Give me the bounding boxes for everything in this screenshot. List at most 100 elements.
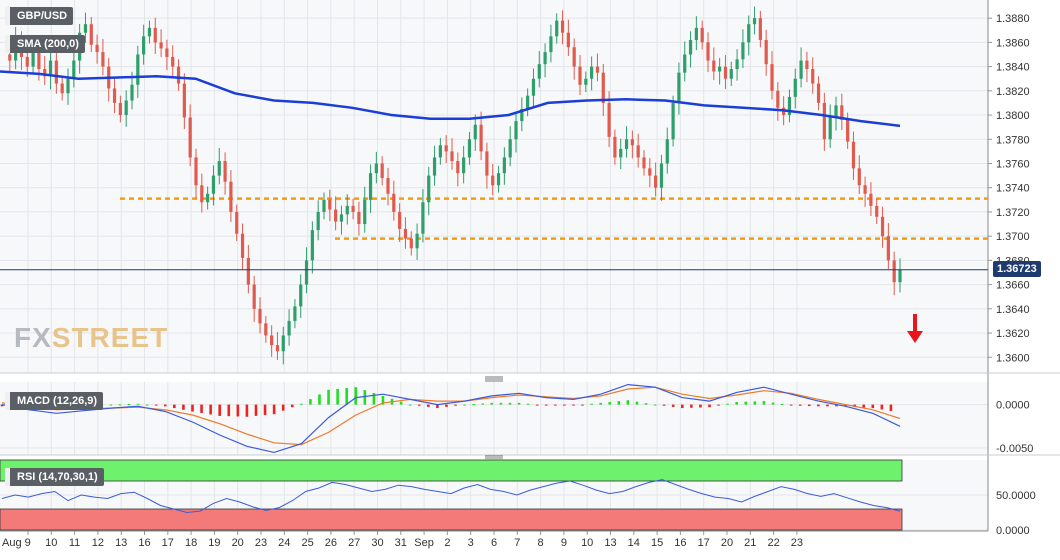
candle-body <box>799 60 803 79</box>
candle-body <box>578 66 582 85</box>
candle-body <box>822 102 826 140</box>
candle-body <box>432 157 437 176</box>
candle-body <box>654 175 658 188</box>
macd-histogram-bar <box>563 404 566 406</box>
candle-body <box>718 66 722 72</box>
macd-histogram-bar <box>817 404 820 407</box>
sma-200-line <box>0 70 901 128</box>
candle-body <box>624 139 629 149</box>
candle-body <box>363 199 367 225</box>
macd-histogram-bar <box>717 404 720 406</box>
macd-histogram-bar <box>427 404 430 407</box>
macd-histogram-bar <box>635 401 639 405</box>
candle-body <box>549 36 553 53</box>
candle-body <box>566 32 570 48</box>
macd-histogram-bar <box>644 403 648 405</box>
x-tick-label: 7 <box>514 537 520 549</box>
macd-histogram-bar <box>508 402 512 405</box>
candle-body <box>636 145 640 158</box>
candle-body <box>450 151 454 162</box>
macd-histogram-bar <box>173 404 176 409</box>
macd-line <box>1 383 901 454</box>
candle-body <box>368 173 373 200</box>
macd-histogram-bar <box>762 401 766 405</box>
candle-body <box>142 36 146 55</box>
candle-body <box>851 141 856 169</box>
y-tick-label: 1.3740 <box>996 183 1030 195</box>
macd-histogram-bar <box>399 401 403 405</box>
x-tick-label: 9 <box>561 537 567 549</box>
macd-y-tick-label: -0.0050 <box>996 443 1033 455</box>
x-tick-label: 31 <box>395 537 407 549</box>
macd-histogram-bar <box>445 404 448 407</box>
macd-histogram-bar <box>572 404 575 406</box>
macd-histogram-bar <box>617 401 621 405</box>
candle-body <box>886 236 890 261</box>
x-tick-label: 23 <box>255 537 267 549</box>
x-tick-label: 20 <box>232 537 244 549</box>
macd-histogram-bar <box>590 403 593 405</box>
x-tick-label: 24 <box>278 537 290 549</box>
candle-body <box>456 161 460 174</box>
macd-histogram-bar <box>699 404 702 408</box>
macd-histogram-bar <box>671 404 675 407</box>
candle-body <box>508 139 512 158</box>
macd-histogram-bar <box>236 404 240 417</box>
macd-histogram-bar <box>290 404 294 408</box>
candle-body <box>182 83 186 118</box>
candle-body <box>66 78 70 94</box>
candle-body <box>491 175 495 186</box>
candle-body <box>438 145 442 158</box>
candle-body <box>514 121 518 140</box>
macd-histogram-bar <box>200 404 203 413</box>
macd-histogram-bar <box>191 404 194 412</box>
legend-pair: GBP/USD <box>5 7 74 25</box>
rsi-y-tick-label: 0.0000 <box>996 525 1030 537</box>
candle-body <box>752 18 757 25</box>
candle-body <box>741 42 745 60</box>
candle-body <box>229 181 233 212</box>
macd-histogram-bar <box>490 402 494 405</box>
y-tick-label: 1.3700 <box>996 231 1030 243</box>
candle-body <box>421 202 425 234</box>
macd-histogram-bar <box>889 404 893 411</box>
candle-body <box>805 60 809 70</box>
candle-body <box>72 60 76 79</box>
macd-histogram-bar <box>472 404 475 406</box>
candle-body <box>287 320 291 336</box>
candle-body <box>683 54 687 73</box>
candle-body <box>322 199 326 212</box>
candle-body <box>386 178 390 194</box>
macd-histogram-bar <box>381 395 385 405</box>
x-tick-label: 16 <box>674 537 686 549</box>
candle-body <box>316 211 320 231</box>
candle-body <box>590 66 594 79</box>
x-tick-label: 21 <box>744 537 756 549</box>
candle-body <box>479 124 483 152</box>
y-tick-label: 1.3780 <box>996 134 1030 146</box>
candle-body <box>374 163 378 174</box>
macd-histogram-bar <box>127 404 131 406</box>
candle-body <box>665 139 669 164</box>
y-tick-label: 1.3760 <box>996 158 1030 170</box>
macd-histogram-bar <box>182 404 185 410</box>
macd-histogram-bar <box>835 404 838 407</box>
candle-body <box>828 117 832 140</box>
candle-body <box>607 102 611 137</box>
candle-body <box>25 56 29 67</box>
candle-body <box>462 157 466 174</box>
macd-histogram-bar <box>862 404 866 408</box>
y-tick-label: 1.3840 <box>996 62 1030 74</box>
macd-histogram-bar <box>154 404 158 406</box>
rsi-overbought-zone <box>0 459 903 482</box>
macd-histogram-bar <box>608 401 612 405</box>
candle-body <box>270 335 274 346</box>
macd-histogram-bar <box>318 394 321 405</box>
candle-body <box>37 48 41 70</box>
macd-histogram-bar <box>227 404 231 417</box>
macd-histogram-bar <box>272 404 276 415</box>
candle-body <box>200 185 204 203</box>
candle-body <box>124 100 128 116</box>
y-tick-label: 1.3640 <box>996 304 1030 316</box>
